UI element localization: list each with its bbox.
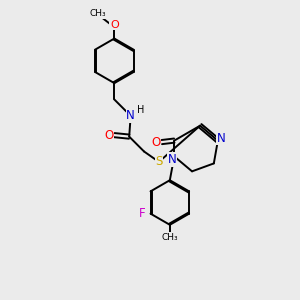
Text: O: O [104,129,114,142]
Text: N: N [217,132,226,145]
Text: CH₃: CH₃ [161,233,178,242]
Text: N: N [167,153,176,166]
Text: H: H [136,106,144,116]
Text: F: F [139,207,146,220]
Text: CH₃: CH₃ [90,9,106,18]
Text: N: N [126,109,135,122]
Text: O: O [110,20,119,30]
Text: S: S [155,155,163,168]
Text: O: O [151,136,160,148]
